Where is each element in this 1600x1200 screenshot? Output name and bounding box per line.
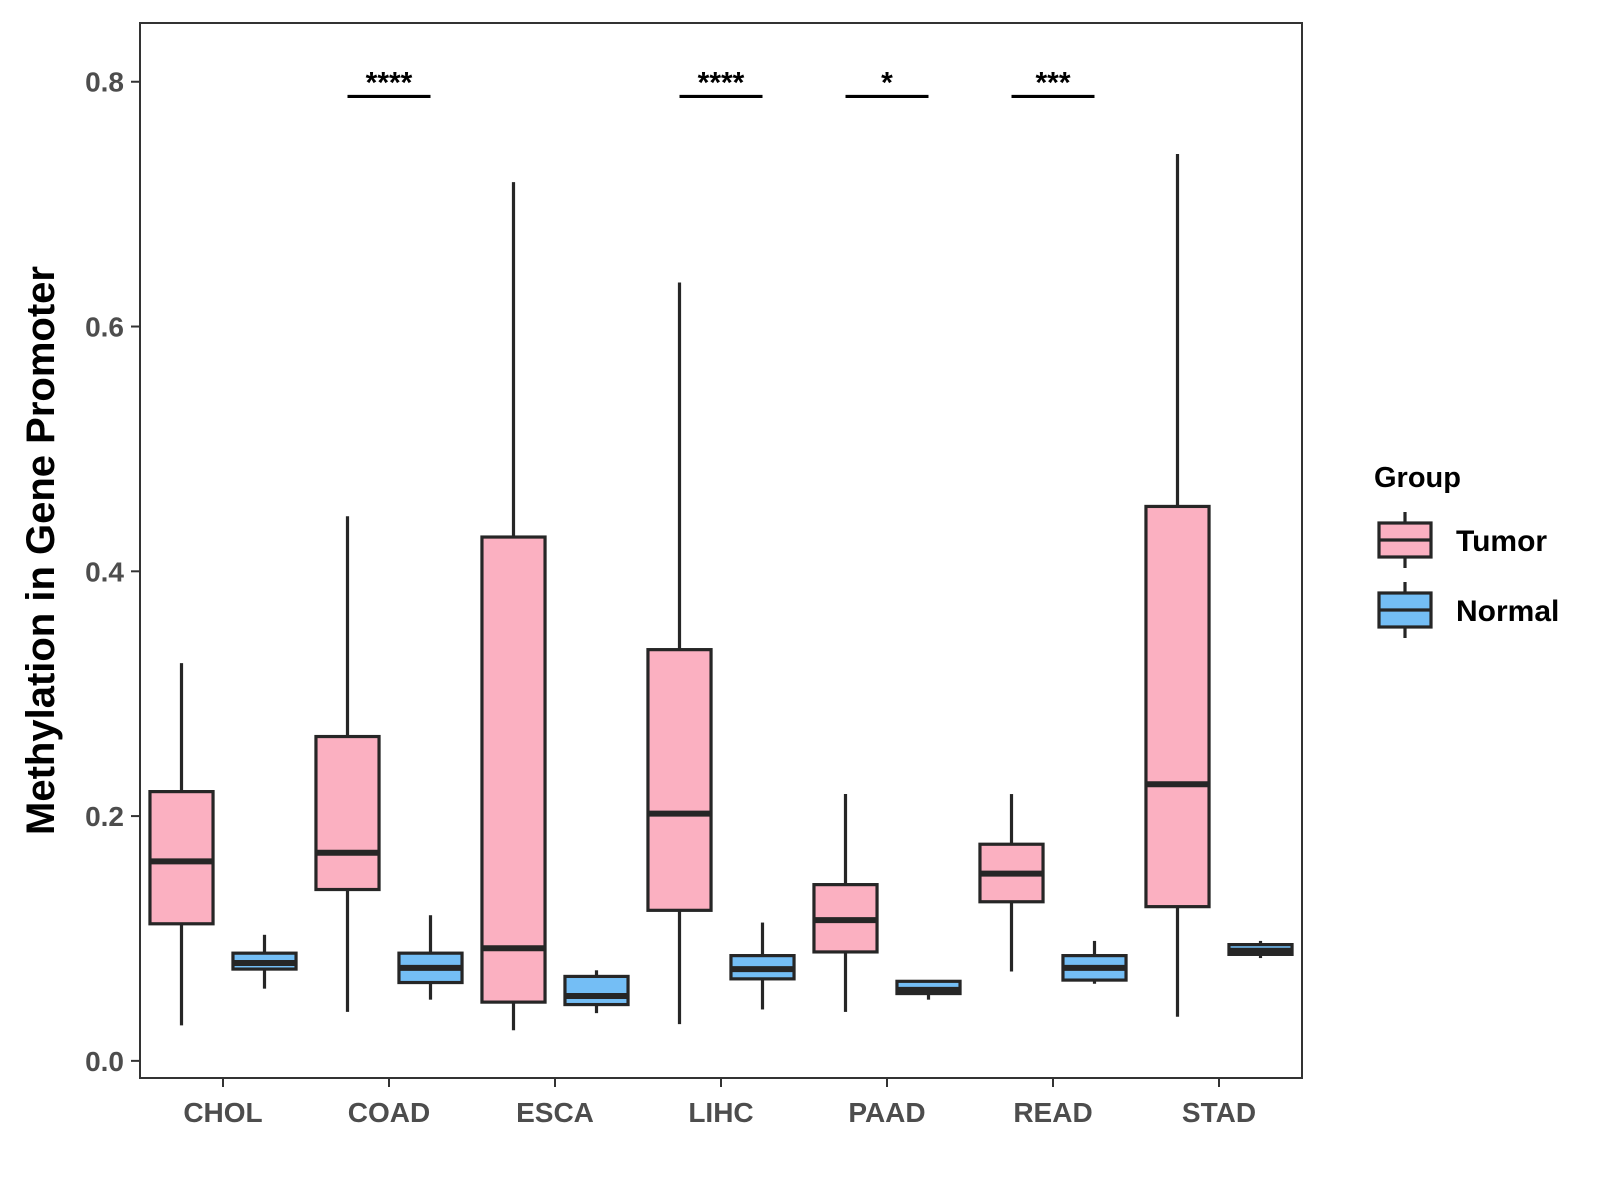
box-normal-lihc: [729, 922, 796, 1010]
significance-label: ***: [1035, 66, 1070, 99]
y-tick-label: 0.6: [85, 312, 124, 343]
box-body: [314, 734, 381, 892]
box-tumor-paad: [812, 794, 879, 1012]
box-tumor-coad: [314, 516, 381, 1012]
legend: Group Tumor Normal: [1374, 462, 1559, 638]
y-tick-label: 0.2: [85, 801, 124, 832]
legend-label: Normal: [1456, 595, 1559, 628]
x-tick-label: PAAD: [848, 1097, 925, 1128]
box-tumor-lihc: [646, 282, 713, 1025]
significance-label: ****: [698, 66, 745, 99]
x-tick-label: ESCA: [516, 1097, 594, 1128]
box-normal-stad: [1227, 940, 1294, 959]
y-tick-label: 0.4: [85, 556, 124, 587]
legend-item-tumor: Tumor: [1377, 512, 1547, 568]
significance-paad: *: [845, 66, 929, 99]
box-tumor-stad: [1144, 153, 1211, 1017]
box-body: [480, 535, 547, 1004]
legend-label: Tumor: [1456, 525, 1547, 558]
box-tumor-read: [978, 794, 1045, 972]
significance-label: *: [881, 66, 893, 99]
box-body: [148, 790, 215, 926]
x-tick-label: STAD: [1182, 1097, 1256, 1128]
y-tick-label: 0.8: [85, 67, 124, 98]
box-body: [563, 974, 630, 1007]
boxes: [148, 153, 1294, 1031]
box-normal-paad: [895, 979, 962, 1000]
box-tumor-esca: [480, 182, 547, 1031]
legend-item-normal: Normal: [1377, 582, 1559, 638]
x-tick-label: READ: [1013, 1097, 1092, 1128]
plot-panel-border: [139, 22, 1303, 1079]
x-tick-label: LIHC: [688, 1097, 753, 1128]
legend-title: Group: [1374, 462, 1461, 494]
box-body: [1144, 504, 1211, 909]
y-tick-label: 0.0: [85, 1046, 124, 1077]
significance-coad: ****: [347, 66, 431, 99]
box-normal-esca: [563, 970, 630, 1014]
axes: 0.0 0.2 0.4 0.6 0.8 CHOL COAD ESCA LIHC PAAD READ S…: [19, 67, 1256, 1128]
plot-area: [139, 22, 1303, 1079]
significance-lihc: ****: [679, 66, 763, 99]
y-axis-title: Methylation in Gene Promoter: [19, 266, 63, 835]
box-body: [646, 648, 713, 912]
box-normal-chol: [231, 934, 298, 989]
box-normal-read: [1061, 940, 1128, 984]
x-tick-label: CHOL: [183, 1097, 262, 1128]
box-normal-coad: [397, 915, 464, 1000]
x-tick-label: COAD: [348, 1097, 430, 1128]
box-tumor-chol: [148, 663, 215, 1026]
significance-label: ****: [366, 66, 413, 99]
significance-annotations: **** **** * ***: [347, 66, 1095, 99]
significance-read: ***: [1011, 66, 1095, 99]
